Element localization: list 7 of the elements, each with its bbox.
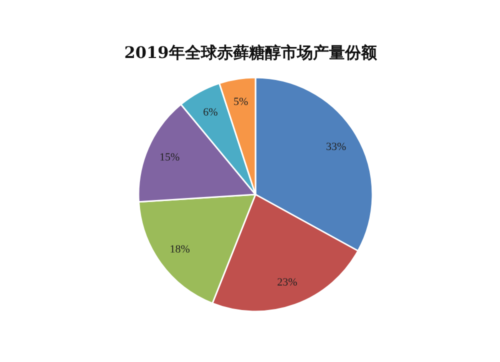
data-label: 15% — [160, 151, 180, 164]
data-label: 23% — [277, 276, 298, 289]
chart-title: 2019年全球赤藓糖醇市场产量份额 — [124, 43, 378, 62]
data-label: 5% — [234, 96, 248, 108]
data-label: 6% — [203, 106, 218, 118]
data-label: 33% — [326, 140, 346, 153]
data-label: 18% — [170, 244, 190, 256]
